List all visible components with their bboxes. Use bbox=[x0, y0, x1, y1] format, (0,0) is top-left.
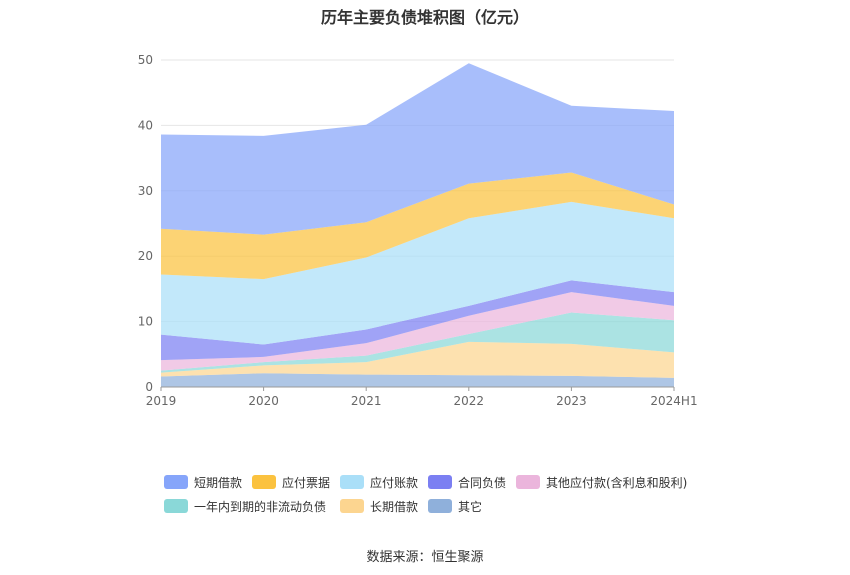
area-series-7 bbox=[161, 63, 674, 235]
legend-item[interactable]: 长期借款 bbox=[340, 498, 418, 514]
legend-swatch bbox=[252, 475, 276, 489]
area-series-4 bbox=[161, 280, 674, 361]
y-tick-label: 0 bbox=[145, 380, 153, 394]
legend-item[interactable]: 应付票据 bbox=[252, 474, 330, 490]
y-tick-label: 20 bbox=[138, 249, 153, 263]
x-tick-label: 2024H1 bbox=[650, 394, 697, 408]
area-series-5 bbox=[161, 201, 674, 345]
source-note: 数据来源：恒生聚源 bbox=[366, 550, 484, 565]
legend-swatch bbox=[340, 475, 364, 489]
x-tick-label: 2019 bbox=[146, 394, 177, 408]
y-tick-label: 10 bbox=[138, 315, 153, 329]
y-tick-label: 30 bbox=[138, 184, 153, 198]
y-tick-label: 50 bbox=[138, 53, 153, 67]
legend-swatch bbox=[428, 475, 452, 489]
area-series-1 bbox=[161, 341, 674, 378]
legend-label: 长期借款 bbox=[370, 499, 419, 514]
legend-item[interactable]: 应付账款 bbox=[340, 474, 418, 490]
legend-label: 合同负债 bbox=[458, 475, 507, 490]
legend-swatch bbox=[164, 475, 188, 489]
legend-item[interactable]: 短期借款 bbox=[164, 474, 242, 490]
legend-swatch bbox=[340, 499, 364, 513]
x-tick-label: 2023 bbox=[556, 394, 587, 408]
legend-label: 其它 bbox=[458, 499, 483, 514]
legend-label: 一年内到期的非流动负债 bbox=[194, 499, 327, 514]
y-tick-label: 40 bbox=[138, 118, 153, 132]
legend-item[interactable]: 其它 bbox=[428, 498, 482, 514]
legend-swatch bbox=[428, 499, 452, 513]
chart-title: 历年主要负债堆积图（亿元） bbox=[320, 8, 529, 27]
area-series-2 bbox=[161, 312, 674, 373]
area-series-0 bbox=[161, 373, 674, 387]
legend-item[interactable]: 一年内到期的非流动负债 bbox=[164, 498, 326, 514]
area-series-3 bbox=[161, 292, 674, 371]
legend-swatch bbox=[516, 475, 540, 489]
x-tick-label: 2020 bbox=[248, 394, 279, 408]
legend-item[interactable]: 合同负债 bbox=[428, 474, 506, 490]
legend-item[interactable]: 其他应付款(含利息和股利) bbox=[516, 474, 687, 490]
x-tick-label: 2021 bbox=[351, 394, 382, 408]
legend-swatch bbox=[164, 499, 188, 513]
legend-label: 其他应付款(含利息和股利) bbox=[546, 475, 688, 490]
legend-label: 短期借款 bbox=[194, 475, 243, 490]
area-series-6 bbox=[161, 172, 674, 280]
legend-label: 应付票据 bbox=[282, 475, 331, 490]
x-tick-label: 2022 bbox=[454, 394, 485, 408]
legend-label: 应付账款 bbox=[370, 475, 419, 490]
